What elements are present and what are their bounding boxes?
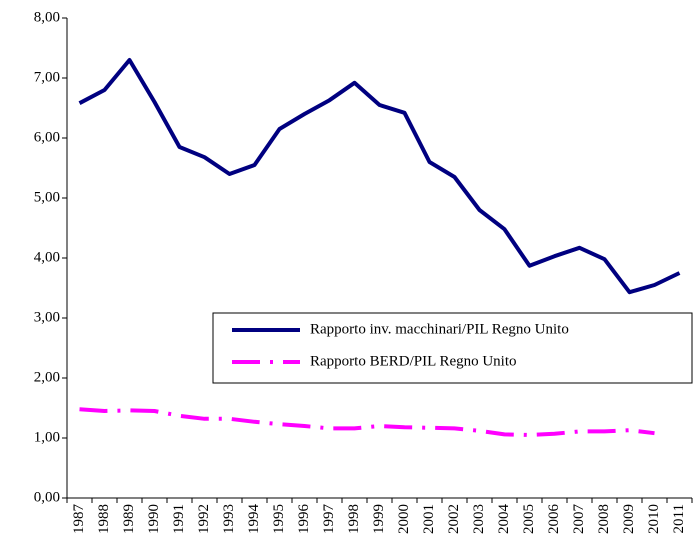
x-tick-label: 1988: [96, 504, 112, 534]
x-tick-label: 2007: [571, 504, 587, 535]
x-tick-label: 1993: [221, 504, 237, 534]
y-tick-label: 0,00: [34, 489, 60, 505]
y-tick-label: 2,00: [34, 369, 60, 385]
x-tick-label: 2003: [471, 504, 487, 534]
x-tick-label: 1995: [271, 504, 287, 534]
legend-box: [212, 312, 693, 384]
x-tick-label: 2004: [496, 504, 512, 535]
x-tick-label: 2001: [421, 504, 437, 534]
x-tick-label: 2010: [646, 504, 662, 534]
series-line: [78, 58, 681, 295]
x-tick-label: 1999: [371, 504, 387, 534]
y-tick-label: 4,00: [34, 249, 60, 265]
y-tick-label: 1,00: [34, 429, 60, 445]
x-tick-label: 2009: [621, 504, 637, 534]
series-line: [79, 407, 655, 437]
legend-label: Rapporto inv. macchinari/PIL Regno Unito: [310, 321, 569, 337]
x-tick-label: 1994: [246, 504, 262, 535]
x-tick-label: 1987: [71, 504, 87, 535]
x-tick-label: 2002: [446, 504, 462, 534]
x-tick-label: 1990: [146, 504, 162, 534]
y-tick-label: 3,00: [34, 309, 60, 325]
x-tick-label: 1992: [196, 504, 212, 534]
x-tick-label: 2000: [396, 504, 412, 534]
x-tick-label: 1989: [121, 504, 137, 534]
y-tick-label: 6,00: [34, 129, 60, 145]
y-tick-label: 5,00: [34, 189, 60, 205]
legend-label: Rapporto BERD/PIL Regno Unito: [310, 353, 517, 369]
x-tick-label: 2011: [671, 504, 687, 533]
y-tick-label: 7,00: [34, 69, 60, 85]
x-tick-label: 1996: [296, 504, 312, 535]
x-tick-label: 2005: [521, 504, 537, 534]
y-tick-label: 8,00: [34, 9, 60, 25]
x-tick-label: 2008: [596, 504, 612, 534]
x-tick-label: 1997: [321, 504, 337, 535]
x-tick-label: 2006: [546, 504, 562, 535]
x-tick-label: 1991: [171, 504, 187, 534]
x-tick-label: 1998: [346, 504, 362, 534]
